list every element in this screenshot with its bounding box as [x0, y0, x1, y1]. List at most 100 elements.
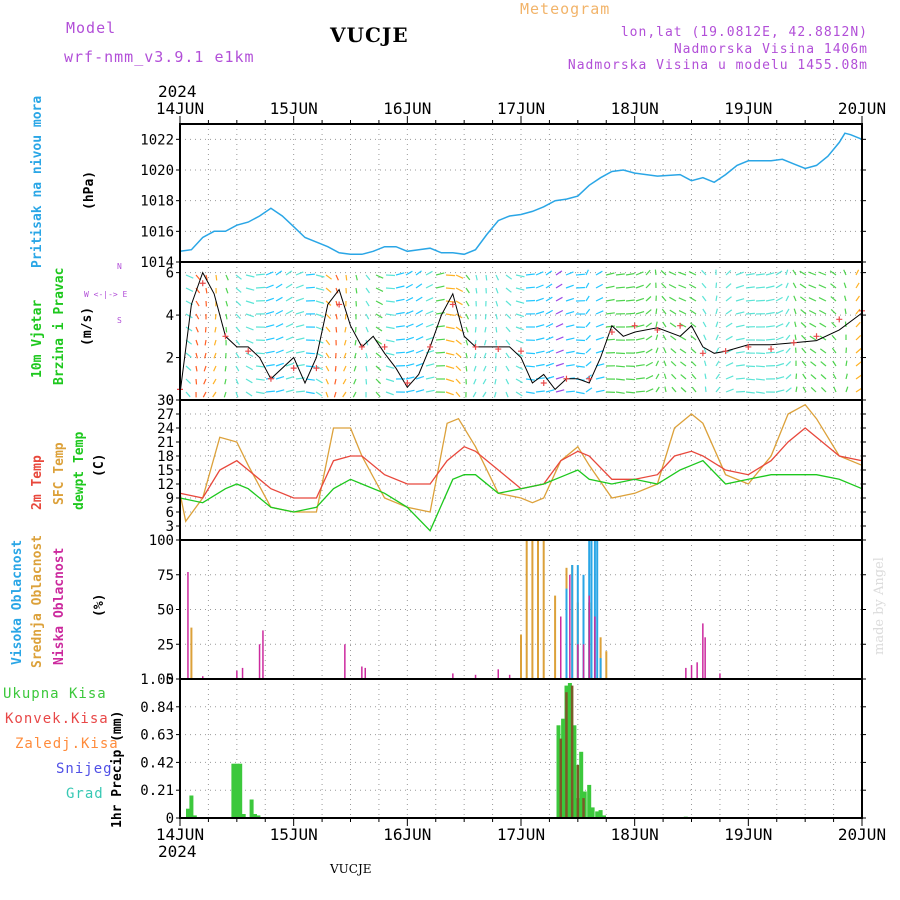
wind-arrow [185, 287, 194, 292]
wind-arrow [455, 391, 461, 398]
wind-arrow [625, 312, 635, 315]
wind-arrow [465, 365, 468, 372]
y-tick-label: 21 [157, 435, 174, 451]
cloud-high-bar [576, 565, 579, 679]
wind-arrow [415, 270, 422, 276]
wind-arrow [425, 310, 434, 315]
wind-arrow [671, 373, 677, 380]
wind-arrow [212, 378, 217, 385]
wind-arrow [203, 365, 207, 372]
wind-arrow [325, 274, 332, 280]
wind-arrow [185, 352, 192, 358]
wind-speed-line [179, 271, 863, 394]
wind-arrow [353, 378, 357, 385]
wind-arrow [525, 299, 536, 302]
wind-arrow [575, 365, 585, 368]
wind-gust-marker [290, 365, 297, 372]
wind-arrow [395, 272, 405, 276]
y-tick-label: 6 [166, 505, 174, 521]
wind-arrow [475, 287, 478, 294]
wind-arrow [775, 283, 783, 289]
wind-arrow [785, 295, 790, 302]
x-tick-label-bottom: 15JUN [270, 825, 318, 844]
wind-arrow [725, 309, 733, 315]
wind-arrow [595, 323, 604, 328]
wind-arrow [545, 389, 555, 393]
wind-arrow [645, 322, 653, 328]
wind-arrow [245, 287, 255, 291]
model-altitude-text: Nadmorska Visina u modelu 1455.08m [567, 58, 868, 73]
wind-arrow [483, 339, 487, 346]
wind-arrow [295, 390, 305, 393]
x-tick-label-top: 16JUN [383, 99, 431, 118]
wind-arrow [725, 322, 733, 328]
wind-arrow [808, 284, 817, 289]
wind-arrow [375, 313, 383, 319]
cloud-low-bar [236, 670, 238, 679]
wind-arrow [435, 272, 445, 276]
wind-arrow [505, 339, 511, 346]
wind-arrow [295, 324, 305, 328]
wind-arrow [819, 309, 827, 315]
wind-arrow [635, 350, 645, 354]
wind-arrow [493, 391, 497, 398]
wind-arrow [245, 326, 254, 331]
precip-total-bar [595, 811, 600, 818]
wind-arrow [515, 391, 523, 397]
wind-arrow [555, 309, 564, 315]
wind-arrow [615, 391, 625, 394]
wind-arrow [225, 300, 229, 307]
wind-arrow [235, 326, 241, 333]
wind-arrow [275, 349, 284, 354]
wind-arrow [565, 337, 575, 341]
wind-arrow [315, 378, 323, 384]
wind-arrow [334, 365, 337, 372]
wind-arrow [395, 338, 405, 341]
wind-arrow [483, 352, 487, 359]
wind-arrow [555, 323, 564, 328]
wind-arrow [625, 299, 635, 302]
wind-arrow [245, 274, 255, 278]
wind-arrow [831, 334, 837, 341]
wind-arrow [245, 365, 253, 371]
wind-gust-marker [245, 348, 252, 355]
wind-arrow [435, 351, 445, 354]
wind-arrow [285, 336, 294, 341]
cloud-low-bar [202, 676, 204, 679]
wind-arrow [725, 388, 734, 393]
wind-arrow [235, 300, 242, 307]
wind-arrow [820, 386, 827, 393]
wind-arrow [505, 326, 511, 333]
wind-arrow [565, 364, 575, 367]
wind-arrow [365, 300, 370, 307]
wind-arrow [265, 284, 274, 289]
wind-arrow [342, 391, 347, 398]
y-tick-label: 9 [166, 491, 174, 507]
cloud-mid-bar [554, 595, 557, 679]
cloud-low-bar [241, 667, 244, 679]
wind-arrow [415, 362, 424, 367]
cloud-low-bar [719, 673, 721, 679]
wind-arrow [465, 274, 471, 281]
wind-arrow [315, 391, 323, 397]
wind-arrow [690, 348, 697, 354]
cloud-mid-bar [525, 540, 528, 679]
wind-gust-marker [404, 380, 411, 387]
wind-arrow [473, 352, 477, 359]
wind-arrow [565, 284, 574, 289]
wind-arrow [575, 286, 586, 289]
y-tick-label: 1022 [140, 132, 174, 148]
wind-arrow [669, 309, 677, 315]
wind-arrow [605, 298, 615, 302]
wind-arrow [235, 378, 239, 385]
wind-arrow [625, 286, 635, 289]
wind-arrow [305, 352, 315, 355]
wind-arrow [445, 326, 455, 330]
wind-arrow [265, 337, 275, 341]
footer-station: VUCJE [330, 862, 372, 876]
wind-arrow [735, 337, 745, 341]
wind-arrow [235, 339, 241, 346]
wind-arrow [285, 389, 295, 393]
wind-arrow [495, 313, 498, 320]
wind-arrow [425, 323, 434, 328]
